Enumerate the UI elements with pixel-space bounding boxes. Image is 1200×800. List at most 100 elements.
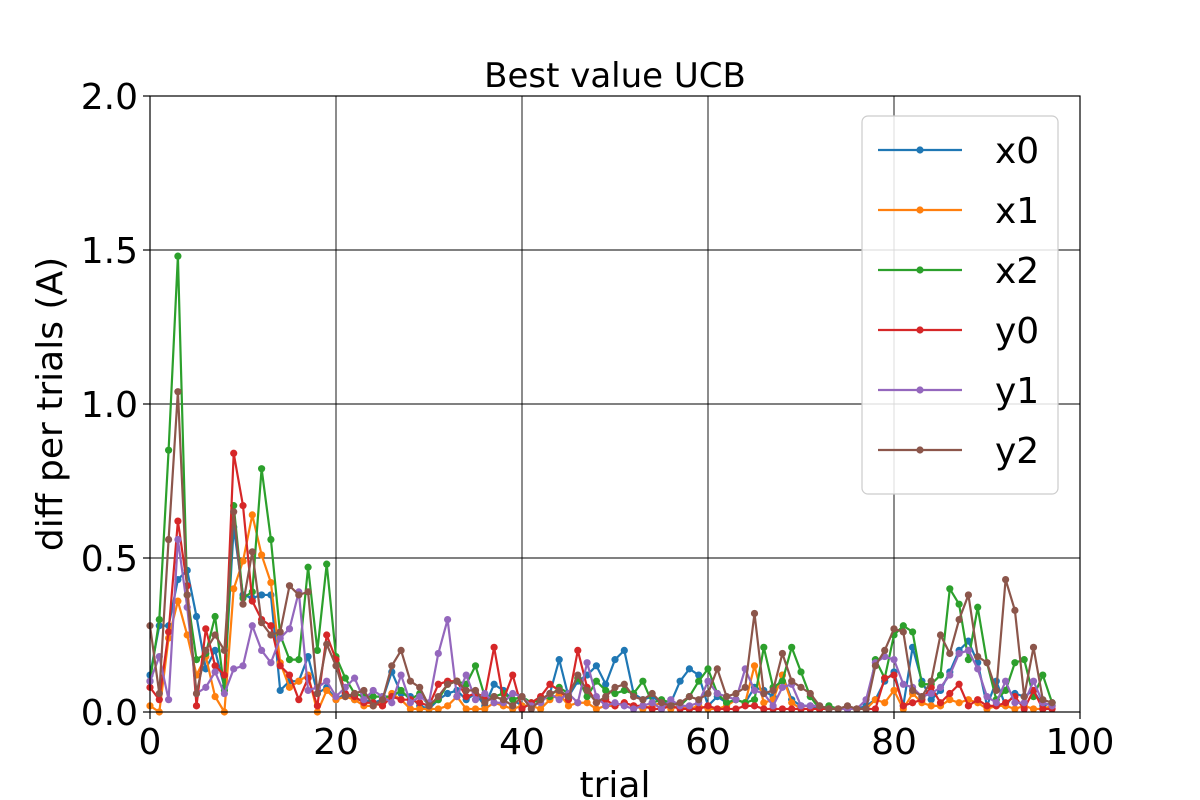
- data-point: [481, 705, 489, 713]
- data-point: [174, 388, 182, 396]
- data-point: [1029, 643, 1038, 651]
- data-point: [899, 680, 907, 688]
- data-point: [276, 628, 284, 636]
- data-point: [927, 677, 935, 685]
- data-point: [862, 705, 870, 713]
- data-point: [732, 696, 740, 704]
- data-point: [471, 662, 480, 670]
- data-point: [667, 702, 675, 710]
- data-point: [778, 705, 787, 713]
- data-point: [1039, 696, 1047, 704]
- data-point: [220, 689, 228, 698]
- data-point: [974, 652, 982, 661]
- data-point: [471, 686, 480, 695]
- data-point: [881, 674, 889, 682]
- x-tick-label: 20: [313, 722, 359, 763]
- data-point: [239, 662, 247, 670]
- data-point: [258, 551, 266, 559]
- legend-swatch-marker: [916, 146, 924, 154]
- data-point: [574, 671, 582, 679]
- data-point: [397, 671, 405, 679]
- data-point: [444, 689, 452, 698]
- legend-swatch-marker: [916, 446, 924, 454]
- data-point: [416, 683, 424, 691]
- data-point: [695, 671, 703, 679]
- data-point: [909, 699, 917, 707]
- data-point: [388, 699, 396, 707]
- data-point: [723, 705, 731, 713]
- data-point: [537, 705, 545, 713]
- data-point: [657, 699, 666, 707]
- data-point: [602, 686, 610, 695]
- legend: x0 x1 x2 y0 y1 y2: [861, 115, 1059, 495]
- data-point: [313, 646, 321, 655]
- data-point: [741, 702, 749, 710]
- data-point: [444, 680, 452, 688]
- data-point: [174, 597, 182, 605]
- legend-label: y1: [995, 371, 1039, 412]
- legend-label: y2: [995, 431, 1039, 472]
- data-point: [778, 649, 787, 658]
- data-point: [936, 631, 945, 639]
- data-point: [276, 634, 284, 642]
- legend-item-y2: y2: [878, 431, 1039, 472]
- data-point: [648, 705, 656, 713]
- data-point: [564, 693, 573, 701]
- data-point: [211, 693, 219, 701]
- data-point: [267, 631, 275, 639]
- data-point: [304, 686, 312, 695]
- data-point: [192, 656, 201, 664]
- data-point: [462, 693, 470, 701]
- data-point: [220, 671, 228, 679]
- data-point: [546, 680, 554, 688]
- x-tick-label: 100: [1046, 722, 1115, 763]
- data-point: [285, 582, 294, 590]
- data-point: [974, 696, 982, 704]
- data-point: [509, 671, 517, 679]
- data-point: [155, 689, 163, 698]
- data-point: [955, 600, 963, 608]
- data-point: [732, 689, 740, 698]
- data-point: [1011, 705, 1019, 713]
- data-point: [323, 677, 331, 685]
- data-point: [704, 677, 712, 685]
- data-point: [648, 689, 656, 698]
- data-point: [276, 662, 284, 670]
- data-point: [648, 699, 656, 707]
- data-point: [267, 535, 275, 544]
- data-point: [611, 699, 619, 707]
- data-point: [639, 677, 647, 685]
- y-tick-label: 0.5: [81, 539, 138, 580]
- data-point: [378, 702, 387, 710]
- data-point: [806, 689, 814, 698]
- data-point: [909, 628, 917, 636]
- data-point: [574, 699, 582, 707]
- data-point: [192, 612, 201, 621]
- data-point: [871, 705, 880, 713]
- data-point: [202, 625, 210, 633]
- data-point: [611, 689, 619, 698]
- legend-label: x1: [995, 191, 1039, 232]
- data-point: [946, 649, 954, 658]
- data-point: [1011, 659, 1019, 667]
- data-point: [453, 677, 461, 685]
- data-point: [788, 705, 796, 713]
- y-tick-label: 0.0: [81, 693, 138, 734]
- data-point: [499, 696, 507, 704]
- data-point: [899, 628, 907, 636]
- data-point: [481, 699, 489, 707]
- legend-label: x0: [995, 131, 1039, 172]
- data-point: [760, 643, 768, 651]
- data-point: [462, 671, 470, 679]
- data-point: [258, 646, 266, 655]
- data-point: [1002, 699, 1010, 707]
- data-point: [750, 702, 759, 710]
- data-point: [444, 616, 452, 624]
- data-point: [1029, 677, 1038, 685]
- data-point: [341, 693, 349, 701]
- data-point: [444, 702, 452, 710]
- data-point: [230, 665, 238, 673]
- data-point: [239, 600, 247, 608]
- data-point: [397, 696, 405, 704]
